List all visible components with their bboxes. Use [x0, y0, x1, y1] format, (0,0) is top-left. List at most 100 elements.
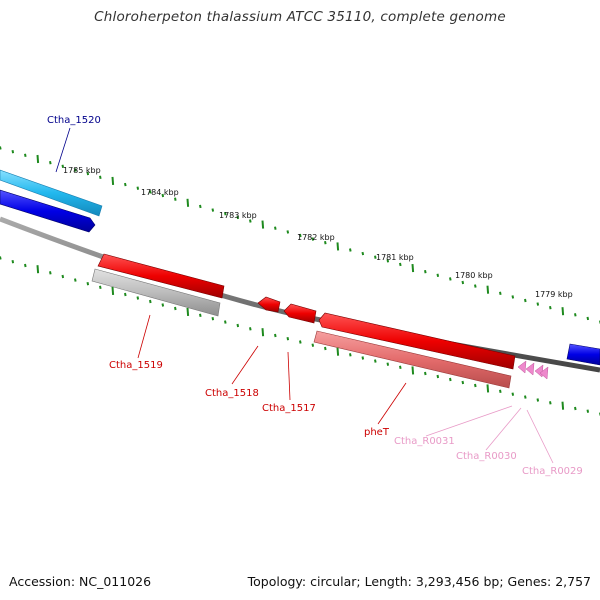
reverse-cds-ctha-1519[interactable]	[97, 253, 225, 299]
scale-tick-lower	[549, 401, 552, 405]
leader-ctha-r0031	[425, 405, 513, 437]
trna-extra[interactable]	[539, 366, 549, 380]
scale-tick-upper	[336, 242, 340, 251]
scale-tick-upper	[461, 280, 465, 285]
scale-tick-upper	[324, 241, 327, 245]
scale-tick-lower	[61, 274, 65, 279]
scale-tick-upper	[74, 168, 77, 172]
leader-ctha-1520	[55, 127, 71, 173]
scale-tick-upper	[486, 285, 490, 294]
scale-tick-lower	[586, 409, 590, 413]
forward-cds-ctha-1520[interactable]	[0, 189, 96, 233]
scale-tick-lower	[99, 285, 102, 289]
gene-label-phet[interactable]: pheT	[364, 427, 390, 438]
gene-label-ctha-1519[interactable]: Ctha_1519	[109, 360, 163, 371]
scale-tick-upper	[299, 233, 302, 238]
scale-tick-lower	[211, 317, 215, 321]
scale-tick-upper	[424, 270, 427, 274]
scale-tick-upper	[174, 197, 177, 201]
scale-tick-upper	[261, 220, 265, 229]
reverse-cds-ctha-1518[interactable]	[257, 296, 281, 313]
scale-tick-lower	[511, 392, 515, 396]
scale-tick-lower	[274, 333, 277, 338]
forward-gene-ctha-1520[interactable]	[0, 169, 103, 217]
leader-phet	[377, 382, 407, 425]
scale-tick-lower	[486, 384, 490, 393]
scale-tick-upper	[386, 259, 390, 263]
scale-tick-upper	[136, 186, 140, 190]
scale-tick-lower	[261, 328, 265, 337]
gene-label-ctha-r0030[interactable]: Ctha_R0030	[456, 451, 517, 462]
reverse-cds-ctha-1517[interactable]	[283, 303, 317, 324]
scale-tick-lower	[111, 286, 115, 295]
leader-ctha-1518	[231, 345, 259, 385]
scale-tick-lower	[0, 256, 2, 260]
scale-tick-upper	[286, 230, 290, 234]
scale-tick-upper	[561, 307, 565, 316]
scale-tick-lower	[49, 271, 52, 275]
scale-tick-upper	[124, 182, 127, 187]
scale-tick-lower	[411, 366, 415, 375]
tick-label-1784: 1784 kbp	[141, 188, 179, 197]
tick-label-1779: 1779 kbp	[535, 290, 573, 299]
gene-label-ctha-r0031[interactable]: Ctha_R0031	[394, 436, 455, 447]
scale-tick-upper	[86, 171, 90, 176]
scale-tick-upper	[211, 208, 215, 212]
scale-tick-lower	[474, 383, 477, 388]
scale-tick-lower	[36, 265, 40, 274]
scale-tick-lower	[24, 263, 27, 268]
scale-tick-upper	[574, 313, 577, 317]
forward-cds-right-edge[interactable]	[566, 343, 600, 366]
scale-tick-upper	[186, 198, 190, 207]
scale-tick-upper	[549, 306, 552, 310]
gene-label-ctha-1520[interactable]: Ctha_1520	[47, 115, 101, 126]
pseudo-gene-ctha-1519[interactable]	[91, 268, 221, 317]
scale-tick-lower	[199, 313, 202, 317]
scale-tick-lower	[449, 377, 452, 382]
scale-tick-upper	[0, 146, 2, 150]
scale-tick-lower	[186, 307, 190, 316]
scale-tick-lower	[324, 346, 327, 351]
scale-tick-upper	[524, 298, 527, 303]
scale-tick-lower	[11, 260, 15, 264]
tick-label-1783: 1783 kbp	[219, 211, 257, 220]
scale-tick-lower	[424, 371, 427, 376]
scale-tick-upper	[499, 291, 502, 295]
scale-tick-upper	[161, 193, 165, 198]
scale-tick-upper	[474, 284, 477, 288]
reverse-gene-phet[interactable]	[313, 330, 512, 389]
trna-ctha-r0030[interactable]	[525, 362, 535, 376]
scale-tick-lower	[436, 374, 440, 379]
scale-tick-upper	[61, 164, 65, 168]
scale-tick-upper	[199, 204, 202, 209]
trna-ctha-r0029[interactable]	[534, 364, 544, 378]
scale-tick-lower	[286, 337, 290, 341]
scale-tick-upper	[111, 176, 115, 185]
scale-tick-lower	[461, 380, 465, 385]
scale-tick-upper	[436, 273, 440, 277]
scale-tick-lower	[86, 282, 90, 286]
leader-ctha-r0030	[485, 407, 522, 451]
trna-ctha-r0031[interactable]	[517, 360, 527, 374]
gene-label-ctha-r0029[interactable]: Ctha_R0029	[522, 466, 583, 477]
genome-summary-text: Topology: circular; Length: 3,293,456 bp…	[247, 574, 591, 589]
scale-tick-lower	[399, 365, 402, 369]
scale-tick-lower	[149, 299, 152, 304]
gene-label-ctha-1517[interactable]: Ctha_1517	[262, 403, 316, 414]
scale-tick-upper	[36, 154, 40, 164]
gene-label-ctha-1518[interactable]: Ctha_1518	[205, 388, 259, 399]
scale-tick-lower	[161, 303, 165, 307]
leader-ctha-r0029	[526, 409, 554, 464]
scale-tick-lower	[136, 296, 140, 300]
scale-tick-lower	[524, 395, 527, 399]
scale-tick-lower	[311, 343, 315, 347]
reverse-cds-phet[interactable]	[318, 312, 516, 370]
scale-tick-upper	[449, 277, 452, 281]
scale-tick-upper	[536, 302, 540, 306]
scale-tick-upper	[11, 150, 15, 154]
scale-ticks	[0, 146, 600, 416]
scale-tick-upper	[236, 215, 240, 220]
scale-tick-upper	[511, 295, 515, 299]
scale-tick-upper	[224, 212, 227, 216]
